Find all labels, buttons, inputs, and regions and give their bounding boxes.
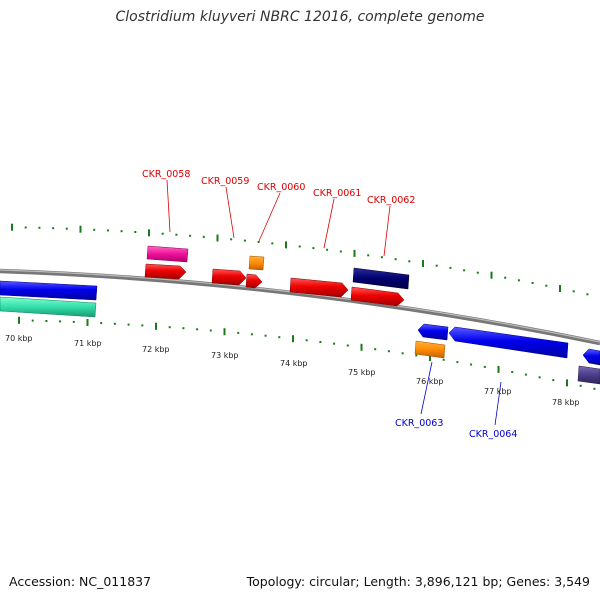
reverse-strand-features: [0, 280, 600, 385]
scale-label-78: 78 kbp: [552, 398, 580, 407]
gene-feature[interactable]: [448, 326, 569, 359]
genome-summary-label: Topology: circular; Length: 3,896,121 bp…: [246, 574, 590, 589]
gene-label-ckr-0059[interactable]: CKR_0059: [201, 176, 249, 187]
gene-feature[interactable]: [582, 348, 600, 366]
scale-label-71: 71 kbp: [74, 339, 102, 348]
scale-label-75: 75 kbp: [348, 368, 376, 377]
scale-label-70: 70 kbp: [5, 334, 33, 343]
gene-feature[interactable]: [0, 280, 98, 301]
scale-label-74: 74 kbp: [280, 359, 308, 368]
accession-label: Accession: NC_011837: [9, 574, 152, 589]
genome-backbone: [0, 268, 600, 346]
gene-feature[interactable]: [577, 365, 600, 385]
gene-feature[interactable]: [144, 263, 187, 280]
trna-feature[interactable]: [414, 340, 446, 359]
gene-label-ckr-0063[interactable]: CKR_0063: [395, 418, 443, 429]
gene-feature[interactable]: [350, 286, 405, 307]
forward-strand-features: [144, 245, 410, 307]
gene-label-leaders: [166, 179, 502, 426]
page-title: Clostridium kluyveri NBRC 12016, complet…: [115, 9, 485, 25]
gene-feature[interactable]: [0, 296, 97, 318]
gene-feature[interactable]: [211, 268, 247, 286]
scale-label-73: 73 kbp: [211, 351, 239, 360]
reverse-tick-ring: [18, 316, 596, 390]
trna-feature[interactable]: [248, 255, 265, 271]
scale-label-72: 72 kbp: [142, 345, 170, 354]
scale-label-77: 77 kbp: [484, 387, 512, 396]
gene-feature[interactable]: [352, 267, 410, 290]
gene-label-ckr-0058[interactable]: CKR_0058: [142, 169, 190, 180]
gene-feature[interactable]: [245, 273, 263, 289]
gene-label-ckr-0062[interactable]: CKR_0062: [367, 195, 415, 206]
gene-label-ckr-0060[interactable]: CKR_0060: [257, 182, 305, 193]
scale-label-76: 76 kbp: [416, 377, 444, 386]
gene-label-ckr-0061[interactable]: CKR_0061: [313, 188, 361, 199]
gene-label-ckr-0064[interactable]: CKR_0064: [469, 429, 517, 440]
gene-feature[interactable]: [417, 323, 449, 341]
gene-feature[interactable]: [146, 245, 189, 263]
gene-labels: CKR_0058 CKR_0059 CKR_0060 CKR_0061 CKR_…: [142, 169, 517, 440]
scale-labels: 70 kbp 71 kbp 72 kbp 73 kbp 74 kbp 75 kb…: [5, 334, 580, 407]
forward-tick-ring: [11, 223, 589, 296]
gene-feature[interactable]: [289, 277, 349, 298]
